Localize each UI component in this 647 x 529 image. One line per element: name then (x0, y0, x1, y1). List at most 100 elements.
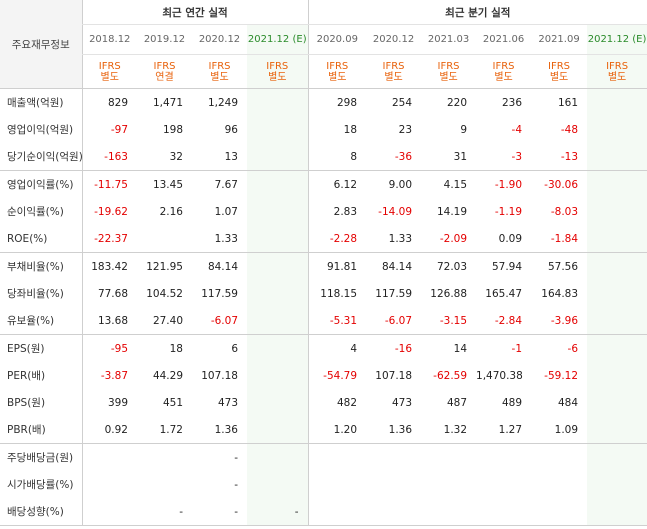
value-cell: 84.14 (192, 252, 247, 280)
value-cell: -30.06 (531, 170, 588, 198)
value-cell: - (192, 498, 247, 526)
value-cell: 44.29 (152, 369, 183, 382)
accounting-standard-line: 별도 (607, 71, 627, 83)
value-cell (307, 443, 367, 471)
row-label: 주당배당금(원) (0, 443, 82, 471)
accounting-standard-line: 연결 (155, 71, 174, 83)
value-cell (587, 170, 647, 198)
value-cell: 220 (421, 88, 477, 116)
value-cell: 77.68 (81, 280, 137, 307)
table-row: 유보율(%) 13.68 27.40 -6.07 -5.31 -6.07 -3.15 -2.8… (0, 307, 647, 335)
value-cell (587, 252, 647, 280)
value-cell: - (247, 498, 309, 526)
value-cell: -13 (560, 150, 579, 163)
value-cell: 1,249 (192, 88, 247, 116)
value-cell: 1.20 (307, 416, 367, 444)
value-cell: -163 (81, 143, 137, 171)
table-row: 영업이익률(%) -11.75 13.45 7.67 6.12 9.00 4.15 -1.90… (0, 170, 647, 198)
value-cell: 117.59 (201, 287, 238, 300)
value-cell: 23 (398, 123, 413, 136)
row-label: 유보율(%) (7, 315, 55, 327)
table-row: 배당성향(%) - - - (0, 498, 647, 526)
value-cell: 484 (557, 396, 579, 409)
value-cell: 1.07 (214, 205, 238, 218)
value-cell (587, 389, 647, 416)
value-cell: 1.09 (554, 423, 579, 436)
value-cell (587, 280, 647, 307)
value-cell: 8 (307, 143, 367, 171)
value-cell: 27.40 (152, 314, 183, 327)
value-cell: -3.87 (81, 362, 137, 389)
value-cell: -1 (476, 334, 532, 362)
period-label: 2021.12 (587, 34, 630, 45)
accounting-standard: IFRS 별도 (247, 54, 309, 89)
accounting-standard-line: IFRS (437, 60, 460, 72)
period-header: 2021.03 (421, 24, 477, 55)
row-label: 영업이익률(%) (0, 170, 82, 198)
value-cell (247, 471, 309, 498)
value-cell: 18 (137, 334, 192, 362)
value-cell: -6.07 (210, 314, 238, 327)
accounting-standard: IFRS 연결 (137, 55, 192, 89)
value-cell: 0.09 (498, 232, 523, 245)
table-row: 영업이익(억원) -97 198 96 18 23 9 -4 -48 (0, 116, 647, 143)
value-cell: -36 (394, 150, 413, 163)
value-cell (366, 471, 421, 498)
value-cell: 1,470.38 (476, 369, 523, 382)
value-cell: 13.45 (137, 170, 192, 198)
value-cell: 107.18 (201, 369, 238, 382)
value-cell (587, 198, 647, 225)
value-cell: 1.36 (388, 423, 413, 436)
estimate-mark: (E) (632, 34, 647, 45)
value-cell: 1.72 (159, 423, 183, 436)
value-cell (247, 307, 309, 335)
value-cell (421, 443, 477, 471)
accounting-standard-line: IFRS (326, 60, 349, 72)
value-cell: 91.81 (307, 252, 367, 280)
value-cell (587, 498, 647, 526)
value-cell: -6 (531, 334, 588, 362)
value-cell (307, 471, 367, 498)
value-cell: 1.36 (214, 423, 238, 436)
value-cell: 7.67 (192, 170, 247, 198)
value-cell (81, 443, 137, 471)
value-cell: 6 (192, 334, 247, 362)
row-label: 매출액(억원) (0, 88, 82, 116)
value-cell: -4 (511, 123, 523, 136)
accounting-standard: IFRS 별도 (81, 54, 137, 89)
accounting-standard-line: 별도 (494, 71, 513, 83)
row-label: 시가배당률(%) (7, 479, 74, 491)
table-row: PER(배) -3.87 44.29 107.18 -54.79 107.18 -62.59… (0, 362, 647, 389)
accounting-standard: IFRS 별도 (587, 54, 647, 89)
table-row: 부채비율(%) 183.42 121.95 84.14 91.81 84.14 72.03 5… (0, 252, 647, 280)
value-cell: 14.19 (436, 205, 468, 218)
accounting-standard-line: IFRS (153, 60, 176, 72)
value-cell: 117.59 (375, 287, 413, 300)
table-row: EPS(원) -95 18 6 4 -16 14 -1 -6 (0, 334, 647, 362)
value-cell (587, 416, 647, 444)
value-cell: 2.83 (307, 198, 367, 225)
period-header: 2021.09 (531, 24, 588, 55)
value-cell (421, 471, 476, 498)
value-cell (81, 498, 137, 526)
value-cell: 254 (366, 88, 422, 116)
value-cell: 18 (307, 116, 367, 143)
period-header: 2018.12 (81, 24, 137, 55)
accounting-standard: IFRS 별도 (531, 55, 587, 89)
value-cell: 32 (169, 150, 183, 163)
table-row: 주당배당금(원) - (0, 443, 647, 471)
period-header: 2019.12 (137, 24, 192, 55)
value-cell (247, 88, 309, 116)
value-cell: -6.07 (384, 314, 413, 327)
value-cell (366, 498, 422, 526)
period-header: 2020.09 (307, 24, 367, 55)
row-label: 당기순이익(억원) (7, 151, 82, 163)
period-label: 2021.03 (427, 34, 470, 45)
table-row: 당좌비율(%) 77.68 104.52 117.59 118.15 117.59 126.… (0, 280, 647, 307)
value-cell (247, 170, 309, 198)
value-cell: 473 (217, 396, 238, 409)
table-title: 주요재무정보 (0, 0, 82, 89)
value-cell: 4.15 (421, 170, 477, 198)
value-cell (587, 143, 647, 171)
value-cell (587, 225, 647, 253)
